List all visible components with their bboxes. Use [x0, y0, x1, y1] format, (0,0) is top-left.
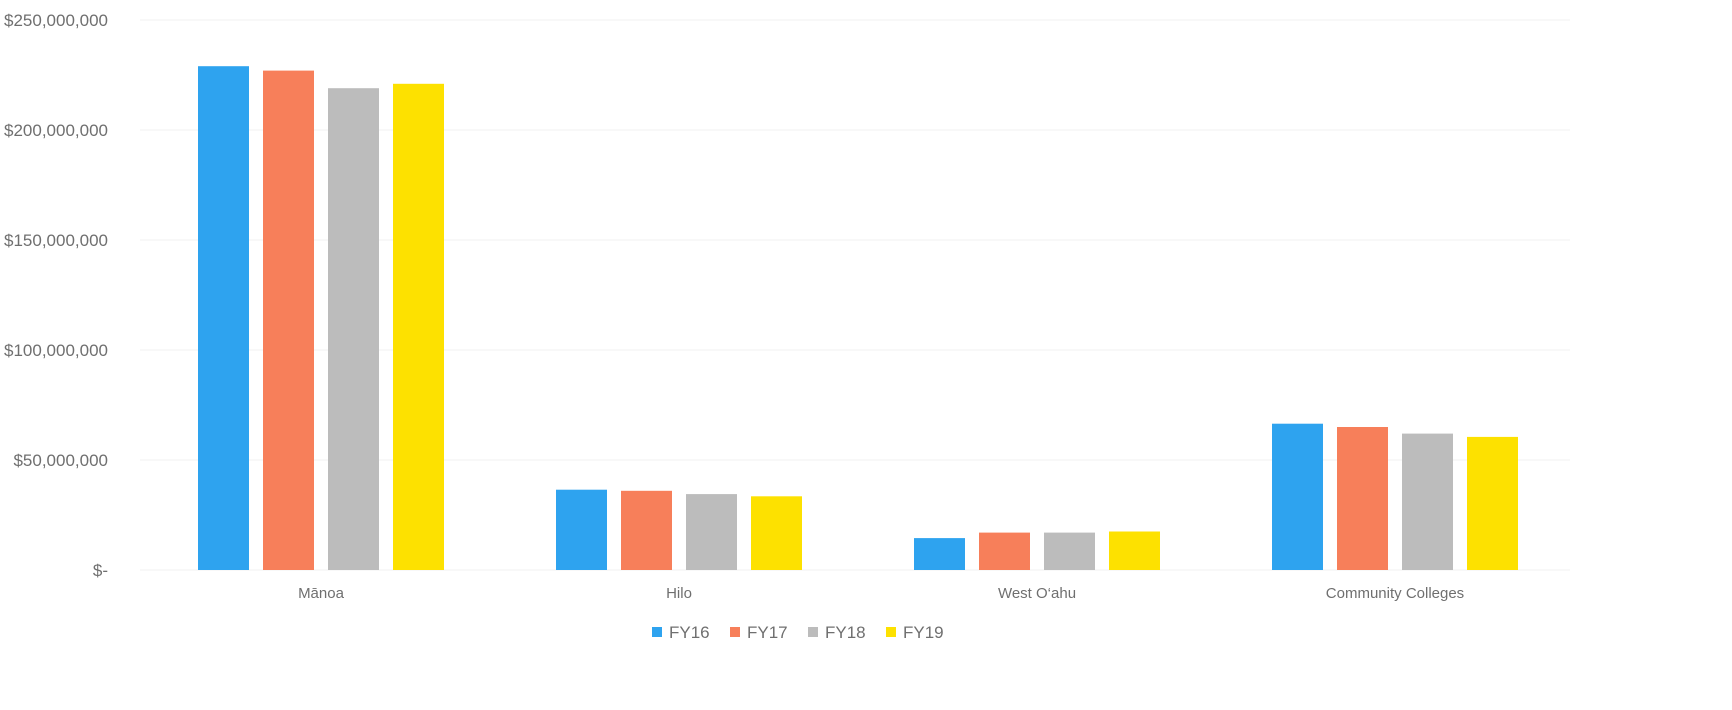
legend-label-fy19: FY19 — [903, 623, 944, 642]
bar-fy19-0 — [393, 83, 444, 571]
x-category-label: Hilo — [666, 585, 692, 602]
legend-label-fy17: FY17 — [747, 623, 788, 642]
x-category-label: Community Colleges — [1326, 585, 1464, 602]
bars — [198, 66, 1518, 571]
y-axis-tick-labels: $- $50,000,000 $100,000,000 $150,000,000 $20… — [4, 11, 108, 580]
bar-fy18-2 — [1044, 532, 1095, 570]
bar-fy19-1 — [751, 496, 802, 570]
y-tick-label: $- — [93, 561, 108, 580]
y-tick-label: $250,000,000 — [4, 11, 108, 30]
bar-fy17-0 — [263, 70, 314, 570]
bar-fy17-2 — [979, 532, 1030, 570]
legend-swatch-fy16 — [652, 627, 662, 637]
x-category-label: Mānoa — [298, 585, 345, 602]
legend-swatch-fy18 — [808, 627, 818, 637]
y-tick-label: $50,000,000 — [13, 451, 108, 470]
bar-fy16-2 — [914, 538, 965, 570]
legend-swatch-fy19 — [886, 627, 896, 637]
x-axis-category-labels: Mānoa Hilo West O‘ahu Community Colleges — [298, 585, 1464, 602]
bar-fy17-3 — [1337, 427, 1388, 570]
y-tick-label: $200,000,000 — [4, 121, 108, 140]
bar-fy19-2 — [1109, 531, 1160, 570]
bar-fy19-3 — [1467, 436, 1518, 570]
bar-fy16-1 — [556, 489, 607, 570]
legend-swatch-fy17 — [730, 627, 740, 637]
legend-label-fy18: FY18 — [825, 623, 866, 642]
y-tick-label: $100,000,000 — [4, 341, 108, 360]
bar-fy16-3 — [1272, 423, 1323, 570]
x-category-label: West O‘ahu — [998, 585, 1076, 602]
bar-fy18-1 — [686, 494, 737, 570]
y-tick-label: $150,000,000 — [4, 231, 108, 250]
bar-fy18-0 — [328, 88, 379, 570]
bar-fy16-0 — [198, 66, 249, 570]
legend: FY16 FY17 FY18 FY19 — [652, 623, 944, 642]
bar-fy17-1 — [621, 490, 672, 570]
bar-fy18-3 — [1402, 433, 1453, 570]
legend-label-fy16: FY16 — [669, 623, 710, 642]
